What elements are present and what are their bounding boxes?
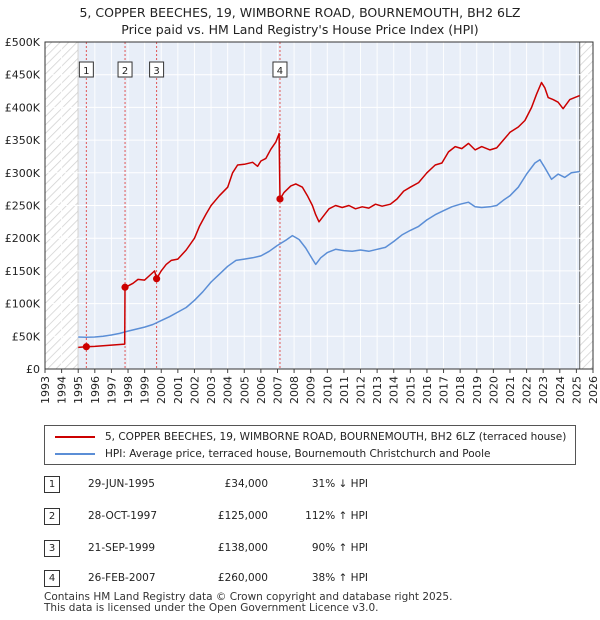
x-tick-label: 2019 xyxy=(471,376,484,404)
x-tick-label: 2005 xyxy=(238,376,251,404)
y-tick-label: £250K xyxy=(5,200,41,213)
sale-marker-box xyxy=(117,61,133,78)
x-tick-label: 2004 xyxy=(222,376,235,404)
row-number-badge: 2 xyxy=(44,508,60,525)
footer-licence: This data is licensed under the Open Gov… xyxy=(44,602,379,614)
x-tick-label: 2008 xyxy=(288,376,301,404)
x-tick-label: 2009 xyxy=(305,376,318,404)
sale-point xyxy=(276,195,284,203)
x-tick-label: 2026 xyxy=(587,376,600,404)
x-tick-label: 2003 xyxy=(205,376,218,404)
plot-border xyxy=(44,41,594,370)
sale-marker-box xyxy=(78,61,94,78)
table-row: 1 29-JUN-1995 £34,000 31% ↓ HPI xyxy=(44,476,404,494)
y-tick-label: £500K xyxy=(5,36,41,49)
y-tick-label: £300K xyxy=(5,167,41,180)
sale-marker-box xyxy=(149,61,165,78)
x-tick-label: 1999 xyxy=(139,376,152,404)
table-row: 4 26-FEB-2007 £260,000 38% ↑ HPI xyxy=(44,570,404,588)
y-tick-label: £100K xyxy=(5,298,41,311)
chart-title: 5, COPPER BEECHES, 19, WIMBORNE ROAD, BO… xyxy=(79,5,521,20)
x-tick-label: 2011 xyxy=(338,376,351,404)
legend: 5, COPPER BEECHES, 19, WIMBORNE ROAD, BO… xyxy=(44,425,576,465)
row-date: 26-FEB-2007 xyxy=(88,572,156,584)
price-chart: £0 £50K £100K £150K £200K £250K £300K £350K £400… xyxy=(5,36,600,404)
legend-swatch-hpi xyxy=(55,453,95,455)
row-hpi: 38% ↑ HPI xyxy=(311,572,368,584)
y-tick-label: £450K xyxy=(5,69,41,82)
row-price: £138,000 xyxy=(217,542,268,554)
y-tick-label: £400K xyxy=(5,101,41,114)
sale-marker-box xyxy=(272,61,288,78)
row-date: 21-SEP-1999 xyxy=(88,542,156,554)
row-price: £125,000 xyxy=(217,510,268,522)
x-tick-label: 2024 xyxy=(554,376,567,404)
y-tick-label: £350K xyxy=(5,134,41,147)
hpi-series-line xyxy=(78,158,580,339)
legend-item-property: 5, COPPER BEECHES, 19, WIMBORNE ROAD, BO… xyxy=(55,429,566,445)
row-hpi: 112% ↑ HPI xyxy=(305,510,368,522)
legend-swatch-property xyxy=(55,436,95,438)
row-price: £34,000 xyxy=(224,478,268,490)
sale-point xyxy=(152,275,161,283)
y-tick-label: £150K xyxy=(5,265,41,278)
x-tick-label: 2012 xyxy=(355,376,368,404)
table-row: 2 28-OCT-1997 £125,000 112% ↑ HPI xyxy=(44,508,404,526)
row-price: £260,000 xyxy=(217,572,268,584)
row-number-badge: 3 xyxy=(44,540,60,557)
row-hpi: 90% ↑ HPI xyxy=(311,542,368,554)
x-tick-label: 2020 xyxy=(487,376,500,404)
sale-marker-number: 4 xyxy=(277,66,283,77)
legend-label-hpi: HPI: Average price, terraced house, Bour… xyxy=(105,448,491,460)
footer-copyright: Contains HM Land Registry data © Crown c… xyxy=(44,591,453,603)
x-tick-label: 2001 xyxy=(172,376,185,404)
x-tick-label: 1997 xyxy=(105,376,118,404)
sale-marker-number: 3 xyxy=(153,66,159,77)
x-tick-label: 2025 xyxy=(570,376,583,404)
x-tick-label: 2007 xyxy=(271,376,284,404)
x-tick-label: 1995 xyxy=(72,376,85,404)
y-tick-label: £0 xyxy=(26,363,40,376)
legend-label-property: 5, COPPER BEECHES, 19, WIMBORNE ROAD, BO… xyxy=(105,431,567,443)
x-tick-label: 2006 xyxy=(255,376,268,404)
x-tick-label: 1996 xyxy=(89,376,102,404)
x-tick-label: 2022 xyxy=(521,376,534,404)
x-tick-label: 1994 xyxy=(56,376,69,404)
x-tick-label: 2016 xyxy=(421,376,434,404)
x-tick-label: 2000 xyxy=(155,376,168,404)
sale-point xyxy=(82,343,90,351)
x-tick-label: 1998 xyxy=(122,376,135,404)
row-hpi: 31% ↓ HPI xyxy=(311,478,368,490)
x-tick-label: 2002 xyxy=(188,376,201,404)
row-number-badge: 1 xyxy=(44,476,60,493)
x-tick-label: 2014 xyxy=(388,376,401,404)
sale-marker-number: 1 xyxy=(83,66,89,77)
row-date: 29-JUN-1995 xyxy=(88,478,155,490)
x-tick-label: 2013 xyxy=(371,376,384,404)
sale-marker-number: 2 xyxy=(122,66,128,77)
chart-subtitle: Price paid vs. HM Land Registry's House … xyxy=(121,22,479,37)
y-tick-label: £200K xyxy=(5,232,41,245)
y-tick-label: £50K xyxy=(12,330,41,343)
x-tick-label: 2010 xyxy=(321,376,334,404)
x-tick-label: 1993 xyxy=(39,376,52,404)
x-tick-label: 2023 xyxy=(537,376,550,404)
row-number-badge: 4 xyxy=(44,570,60,587)
x-tick-label: 2017 xyxy=(438,376,451,404)
row-date: 28-OCT-1997 xyxy=(88,510,157,522)
x-tick-label: 2015 xyxy=(404,376,417,404)
legend-item-hpi: HPI: Average price, terraced house, Bour… xyxy=(55,446,490,462)
x-tick-label: 2018 xyxy=(454,376,467,404)
table-row: 3 21-SEP-1999 £138,000 90% ↑ HPI xyxy=(44,540,404,558)
sale-point xyxy=(121,283,129,291)
x-tick-label: 2021 xyxy=(504,376,517,404)
